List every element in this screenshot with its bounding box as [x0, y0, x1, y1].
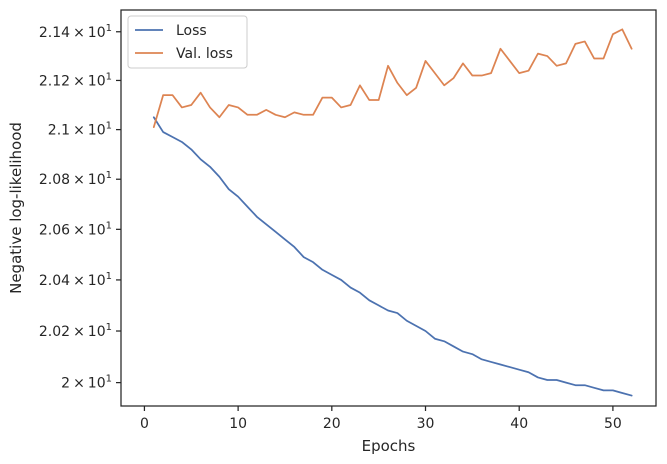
plot-frame: [120, 9, 657, 407]
x-axis: 0 10 20 30 40 50: [140, 406, 622, 432]
plot-area: [121, 10, 656, 406]
series-line-loss: [152, 116, 633, 397]
x-tick-label: 40: [510, 416, 528, 432]
y-tick-label: 2.08 × 101: [39, 170, 112, 188]
y-tick-label: 2.06 × 101: [39, 220, 112, 238]
y-axis: 2 × 101 2.02 × 101 2.04 × 101 2.06 × 101 2.08 × 101 2.1…: [39, 23, 121, 392]
series-layer: [152, 28, 633, 397]
legend: Loss Val. loss: [127, 15, 248, 69]
x-tick-label: 0: [140, 416, 149, 432]
legend-frame: [127, 15, 248, 69]
y-tick-label: 2.14 × 101: [39, 23, 112, 41]
y-tick-label: 2.12 × 101: [39, 71, 112, 89]
y-tick-label: 2.1 × 101: [48, 121, 112, 139]
y-tick-label: 2.04 × 101: [39, 271, 112, 289]
y-tick-label: 2.02 × 101: [39, 322, 112, 340]
x-tick-label: 20: [323, 416, 341, 432]
x-tick-label: 30: [417, 416, 435, 432]
series-line-val-loss: [152, 28, 633, 129]
x-axis-label: Epochs: [362, 437, 416, 455]
legend-label-val-loss: Val. loss: [176, 46, 233, 62]
x-tick-label: 50: [604, 416, 622, 432]
x-tick-label: 10: [229, 416, 247, 432]
y-axis-label: Negative log-likelihood: [7, 122, 25, 294]
y-tick-label: 2 × 101: [61, 374, 112, 392]
legend-label-loss: Loss: [176, 23, 207, 39]
